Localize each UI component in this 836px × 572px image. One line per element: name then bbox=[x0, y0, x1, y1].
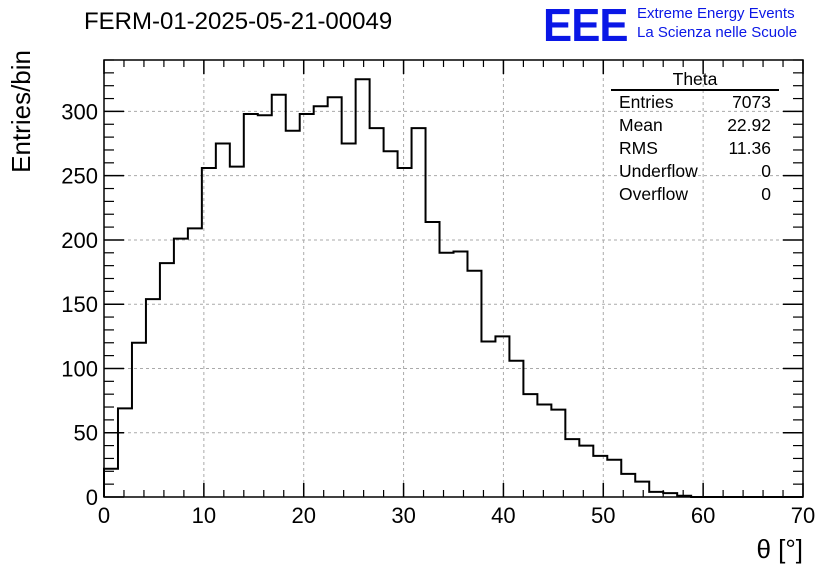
histogram-bin bbox=[398, 168, 412, 497]
stats-label: Entries bbox=[619, 92, 674, 112]
histogram-bin bbox=[328, 97, 342, 497]
stats-value: 7073 bbox=[732, 92, 771, 112]
histogram-bin bbox=[440, 253, 454, 497]
logo-caption: Extreme Energy Events La Scienza nelle S… bbox=[637, 4, 797, 42]
y-axis-label: Entries/bin bbox=[6, 50, 36, 173]
histogram-bin bbox=[454, 252, 468, 497]
stats-value: 0 bbox=[761, 184, 771, 204]
grid-lines bbox=[104, 60, 803, 497]
histogram-bin bbox=[314, 106, 328, 497]
y-tick-label: 200 bbox=[61, 228, 98, 253]
histogram-bin bbox=[202, 168, 216, 497]
stats-row-rms: RMS 11.36 bbox=[611, 137, 779, 160]
x-tick-label: 50 bbox=[591, 503, 615, 528]
histogram-bin bbox=[342, 144, 356, 497]
stats-label: Mean bbox=[619, 115, 663, 135]
stats-box: Theta Entries 7073 Mean 22.92 RMS 11.36 … bbox=[611, 70, 779, 206]
histogram-bin bbox=[426, 222, 440, 497]
histogram-bin bbox=[412, 128, 426, 497]
histogram-bin bbox=[258, 115, 272, 497]
histogram-bin bbox=[132, 343, 146, 497]
histogram-bin bbox=[509, 361, 523, 497]
stats-row-underflow: Underflow 0 bbox=[611, 160, 779, 183]
histogram-bin bbox=[244, 114, 258, 497]
histogram-bin bbox=[370, 128, 384, 497]
x-axis-label: θ [°] bbox=[756, 534, 803, 564]
histogram-bin bbox=[565, 439, 579, 497]
histogram-bin bbox=[579, 446, 593, 497]
histogram-bin bbox=[104, 469, 118, 497]
histogram-bin bbox=[216, 144, 230, 497]
histogram-bin bbox=[188, 228, 202, 497]
histogram-bin bbox=[607, 460, 621, 497]
y-tick-label: 50 bbox=[74, 421, 98, 446]
histogram-bin bbox=[593, 456, 607, 497]
histogram-bin bbox=[286, 131, 300, 497]
histogram-bin bbox=[523, 394, 537, 497]
histogram-bin bbox=[537, 404, 551, 497]
histogram-bin bbox=[146, 299, 160, 497]
histogram-bin bbox=[467, 271, 481, 497]
tick-labels: 0 10 20 30 40 50 60 70 0 50 100 150 200 250 300 bbox=[61, 99, 815, 528]
logo-caption-line1: Extreme Energy Events bbox=[637, 5, 795, 22]
histogram-bin bbox=[356, 79, 370, 497]
stats-value: 11.36 bbox=[728, 138, 772, 158]
x-tick-label: 20 bbox=[291, 503, 315, 528]
stats-row-overflow: Overflow 0 bbox=[611, 183, 779, 206]
stats-row-entries: Entries 7073 bbox=[611, 91, 779, 114]
histogram-bin bbox=[174, 239, 188, 497]
stats-title: Theta bbox=[611, 70, 779, 91]
histogram-bin bbox=[551, 410, 565, 497]
x-tick-label: 0 bbox=[98, 503, 110, 528]
x-tick-label: 30 bbox=[391, 503, 415, 528]
histogram-step-line bbox=[103, 78, 803, 498]
histogram-bin bbox=[118, 408, 132, 497]
y-tick-label: 100 bbox=[61, 356, 98, 381]
stats-label: RMS bbox=[619, 138, 658, 158]
x-tick-label: 60 bbox=[691, 503, 715, 528]
x-tick-label: 70 bbox=[791, 503, 815, 528]
stats-value: 0 bbox=[761, 161, 771, 181]
histogram-bin bbox=[230, 167, 244, 497]
y-tick-label: 250 bbox=[61, 164, 98, 189]
stats-value: 22.92 bbox=[727, 115, 771, 135]
y-tick-label: 300 bbox=[61, 99, 98, 124]
eee-logo: EEE bbox=[543, 0, 629, 51]
histogram-bin bbox=[160, 263, 174, 497]
histogram-bin bbox=[481, 341, 495, 497]
histogram-bin bbox=[635, 482, 649, 497]
run-title: FERM-01-2025-05-21-00049 bbox=[84, 8, 393, 35]
y-tick-label: 150 bbox=[61, 292, 98, 317]
histogram-bin bbox=[272, 95, 286, 497]
stats-label: Underflow bbox=[619, 161, 698, 181]
x-tick-label: 40 bbox=[491, 503, 515, 528]
axis-ticks bbox=[103, 59, 804, 498]
stats-row-mean: Mean 22.92 bbox=[611, 114, 779, 137]
histogram-bin bbox=[300, 114, 314, 497]
histogram-series bbox=[103, 78, 803, 498]
histogram-bin bbox=[495, 336, 509, 497]
stats-label: Overflow bbox=[619, 184, 689, 204]
histogram-bin bbox=[384, 151, 398, 497]
y-tick-label: 0 bbox=[86, 485, 98, 510]
logo-caption-line2: La Scienza nelle Scuole bbox=[637, 24, 798, 41]
x-tick-label: 10 bbox=[192, 503, 216, 528]
